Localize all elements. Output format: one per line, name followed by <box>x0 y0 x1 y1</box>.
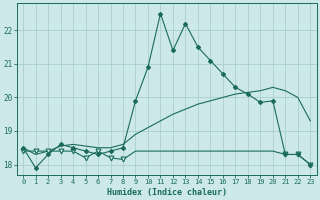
X-axis label: Humidex (Indice chaleur): Humidex (Indice chaleur) <box>107 188 227 197</box>
